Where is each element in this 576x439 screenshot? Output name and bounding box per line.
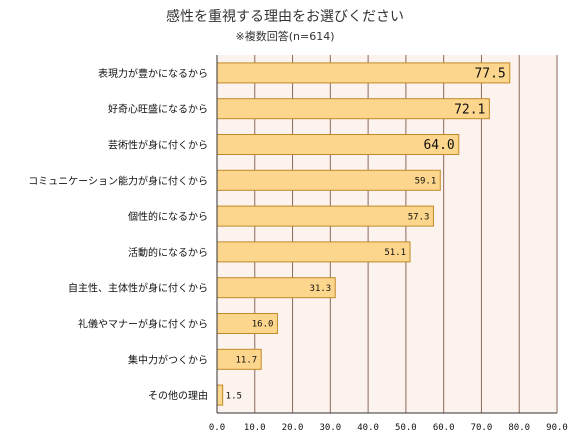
chart-title: 感性を重視する理由をお選びください	[166, 8, 404, 25]
x-tick-label: 10.0	[244, 423, 266, 433]
bar	[216, 98, 490, 120]
category-label: コミュニケーション能力が身に付くから	[28, 174, 208, 187]
x-tick-label: 70.0	[471, 423, 493, 433]
bar	[216, 62, 511, 84]
bar	[216, 384, 224, 406]
bar-value-label: 64.0	[423, 138, 454, 153]
bar	[216, 205, 434, 227]
x-tick-labels: 0.0 10.0 20.0 30.0 40.0 50.0 60.0 70.0 80.0 90.0	[209, 423, 568, 433]
bar	[216, 241, 411, 263]
chart-subtitle: ※複数回答(n=614)	[236, 29, 335, 43]
x-tick-label: 60.0	[433, 423, 455, 433]
x-tick-label: 80.0	[508, 423, 530, 433]
category-label: 活動的になるから	[128, 246, 208, 259]
category-label: 芸術性が身に付くから	[108, 139, 208, 152]
bar-value-label: 77.5	[474, 67, 505, 82]
bar-value-label: 16.0	[252, 320, 274, 330]
bar-value-label: 59.1	[415, 177, 437, 187]
category-label: 個性的になるから	[128, 210, 208, 223]
bar-value-label: 1.5	[226, 391, 242, 401]
bar-value-label: 51.1	[384, 248, 406, 258]
x-tick-label: 90.0	[546, 423, 568, 433]
category-label: 好奇心旺盛になるから	[108, 103, 208, 116]
bars: 77.5 72.1 64.0 59.1 57.3 51.1 31.3 16.0 11.7 1.5	[216, 62, 511, 406]
bar-value-label: 31.3	[310, 284, 332, 294]
category-label: 表現力が豊かになるから	[98, 67, 208, 80]
category-label: 集中力がつくから	[128, 353, 208, 366]
bar	[216, 169, 441, 191]
x-tick-label: 50.0	[395, 423, 417, 433]
bar-value-label: 11.7	[236, 356, 258, 366]
category-label: その他の理由	[148, 389, 208, 402]
category-labels: 表現力が豊かになるから好奇心旺盛になるから芸術性が身に付くからコミュニケーション…	[28, 67, 208, 402]
category-label: 自主性、主体性が身に付くから	[68, 282, 208, 295]
bar-value-label: 72.1	[454, 102, 485, 117]
bar-value-label: 57.3	[408, 212, 430, 222]
x-tick-label: 20.0	[282, 423, 304, 433]
x-tick-label: 30.0	[319, 423, 341, 433]
category-label: 礼儀やマナーが身に付くから	[78, 318, 208, 331]
x-tick-label: 0.0	[209, 423, 225, 433]
x-tick-label: 40.0	[357, 423, 379, 433]
